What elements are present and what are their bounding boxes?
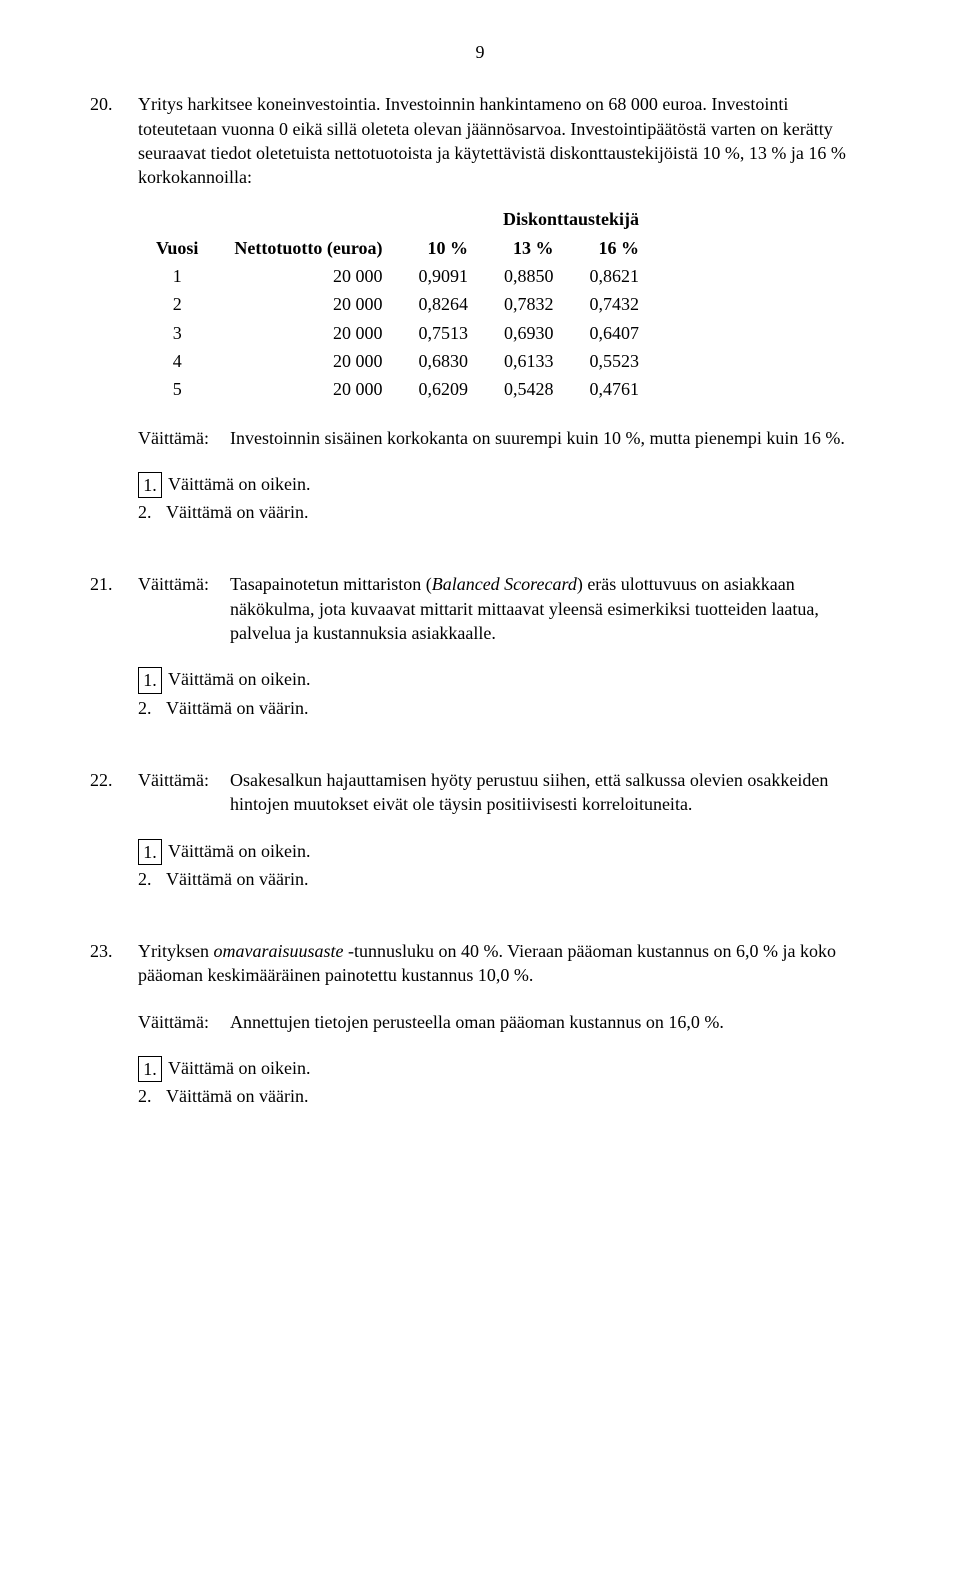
option-number-boxed: 1. <box>138 667 162 693</box>
page-number: 9 <box>90 40 870 64</box>
question-number: 23. <box>90 939 138 963</box>
claim-label: Väittämä: <box>138 572 230 596</box>
italic-term: Balanced Scorecard <box>432 574 577 594</box>
claim-text: Tasapainotetun mittariston (Balanced Sco… <box>230 572 870 645</box>
option-2[interactable]: 2. Väittämä on väärin. <box>138 696 870 720</box>
option-number-boxed: 1. <box>138 472 162 498</box>
claim-label: Väittämä: <box>138 1010 230 1034</box>
question-number: 22. <box>90 768 138 792</box>
claim-text: Annettujen tietojen perusteella oman pää… <box>230 1010 870 1034</box>
table-disk-header: Diskonttaustekijä <box>401 205 658 233</box>
discount-table: Diskonttaustekijä Vuosi Nettotuotto (eur… <box>138 205 657 403</box>
option-text: Väittämä on oikein. <box>168 472 310 496</box>
question-number: 20. <box>90 92 138 116</box>
claim-text: Osakesalkun hajauttamisen hyöty perustuu… <box>230 768 870 817</box>
question-23: 23. Yrityksen omavaraisuusaste -tunnuslu… <box>90 939 870 1110</box>
claim: Väittämä: Investoinnin sisäinen korkokan… <box>138 426 870 450</box>
option-text: Väittämä on oikein. <box>168 839 310 863</box>
claim-label: Väittämä: <box>138 426 230 450</box>
col-vuosi: Vuosi <box>138 234 216 262</box>
question-21: 21. Väittämä: Tasapainotetun mittariston… <box>90 572 870 721</box>
option-text: Väittämä on oikein. <box>168 1056 310 1080</box>
question-22: 22. Väittämä: Osakesalkun hajauttamisen … <box>90 768 870 893</box>
table-row: 2 20 000 0,8264 0,7832 0,7432 <box>138 290 657 318</box>
option-text: Väittämä on väärin. <box>166 1084 308 1108</box>
claim: Väittämä: Tasapainotetun mittariston (Ba… <box>138 572 870 645</box>
table-row: 5 20 000 0,6209 0,5428 0,4761 <box>138 375 657 403</box>
option-1[interactable]: 1. Väittämä on oikein. <box>138 1056 870 1082</box>
option-number: 2. <box>138 696 166 720</box>
table-row: 4 20 000 0,6830 0,6133 0,5523 <box>138 347 657 375</box>
option-2[interactable]: 2. Väittämä on väärin. <box>138 867 870 891</box>
option-number-boxed: 1. <box>138 1056 162 1082</box>
col-16: 16 % <box>572 234 658 262</box>
question-body: Yritys harkitsee koneinvestointia. Inves… <box>138 92 870 189</box>
question-intro: Yritys harkitsee koneinvestointia. Inves… <box>138 94 846 187</box>
col-netto: Nettotuotto (euroa) <box>216 234 400 262</box>
option-text: Väittämä on oikein. <box>168 667 310 691</box>
claim: Väittämä: Annettujen tietojen perusteell… <box>138 1010 870 1034</box>
question-intro: Yrityksen omavaraisuusaste -tunnusluku o… <box>138 939 870 988</box>
option-number: 2. <box>138 500 166 524</box>
italic-term: omavaraisuusaste <box>214 941 344 961</box>
option-2[interactable]: 2. Väittämä on väärin. <box>138 500 870 524</box>
option-text: Väittämä on väärin. <box>166 696 308 720</box>
option-2[interactable]: 2. Väittämä on väärin. <box>138 1084 870 1108</box>
question-number: 21. <box>90 572 138 596</box>
option-number: 2. <box>138 1084 166 1108</box>
option-text: Väittämä on väärin. <box>166 500 308 524</box>
question-20: 20. Yritys harkitsee koneinvestointia. I… <box>90 92 870 526</box>
option-number-boxed: 1. <box>138 839 162 865</box>
claim-label: Väittämä: <box>138 768 230 792</box>
option-1[interactable]: 1. Väittämä on oikein. <box>138 667 870 693</box>
claim: Väittämä: Osakesalkun hajauttamisen hyöt… <box>138 768 870 817</box>
table-row: 3 20 000 0,7513 0,6930 0,6407 <box>138 319 657 347</box>
option-text: Väittämä on väärin. <box>166 867 308 891</box>
option-1[interactable]: 1. Väittämä on oikein. <box>138 839 870 865</box>
col-10: 10 % <box>401 234 487 262</box>
table-row: 1 20 000 0,9091 0,8850 0,8621 <box>138 262 657 290</box>
claim-text: Investoinnin sisäinen korkokanta on suur… <box>230 426 870 450</box>
option-number: 2. <box>138 867 166 891</box>
option-1[interactable]: 1. Väittämä on oikein. <box>138 472 870 498</box>
col-13: 13 % <box>486 234 572 262</box>
